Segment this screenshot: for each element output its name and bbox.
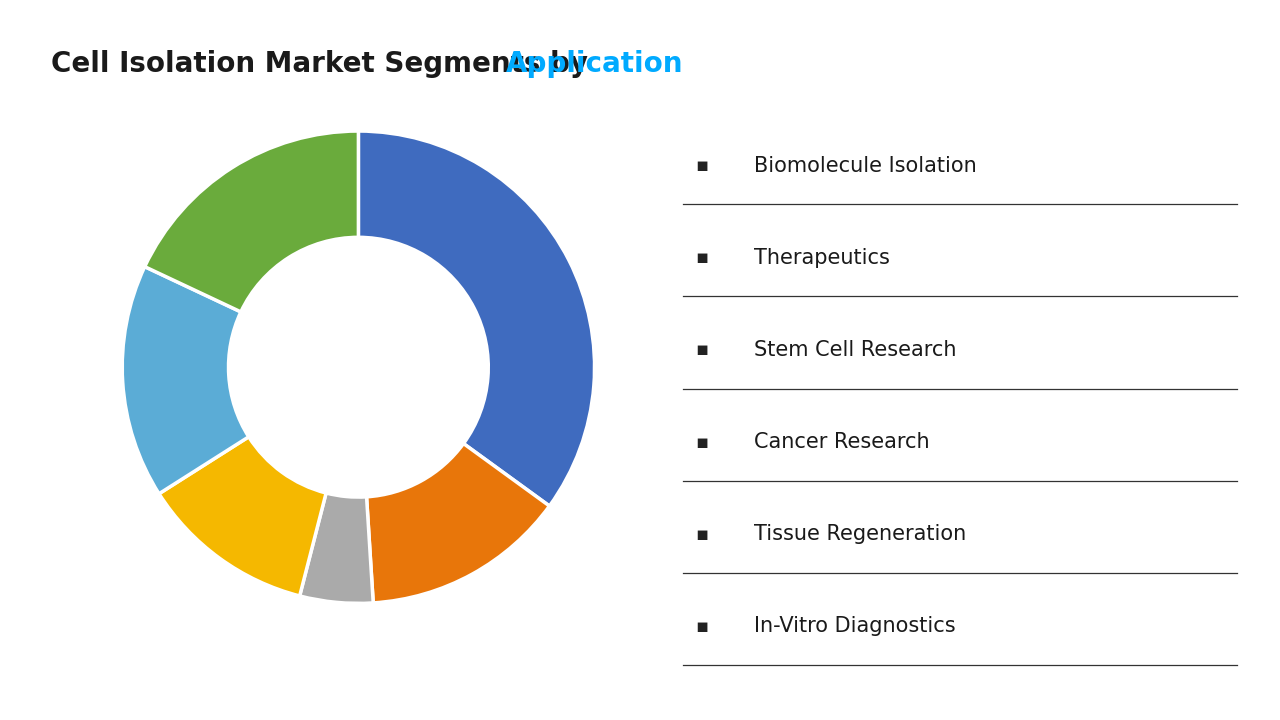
Text: ▪: ▪	[695, 525, 708, 544]
Text: ▪: ▪	[695, 433, 708, 451]
Text: ▪: ▪	[695, 341, 708, 359]
Wedge shape	[366, 444, 549, 603]
Text: ▪: ▪	[695, 248, 708, 267]
Text: Cell Isolation Market Segments by: Cell Isolation Market Segments by	[51, 50, 598, 78]
Text: In-Vitro Diagnostics: In-Vitro Diagnostics	[754, 616, 956, 636]
Text: Biomolecule Isolation: Biomolecule Isolation	[754, 156, 977, 176]
Wedge shape	[123, 266, 248, 494]
Text: Tissue Regeneration: Tissue Regeneration	[754, 524, 966, 544]
Wedge shape	[358, 131, 594, 506]
Text: ▪: ▪	[695, 156, 708, 175]
Text: Application: Application	[506, 50, 684, 78]
Wedge shape	[300, 493, 374, 603]
Wedge shape	[145, 131, 358, 312]
Text: Stem Cell Research: Stem Cell Research	[754, 340, 956, 360]
Wedge shape	[159, 437, 326, 596]
Text: Cancer Research: Cancer Research	[754, 432, 929, 452]
Text: Therapeutics: Therapeutics	[754, 248, 890, 268]
Text: ▪: ▪	[695, 617, 708, 636]
